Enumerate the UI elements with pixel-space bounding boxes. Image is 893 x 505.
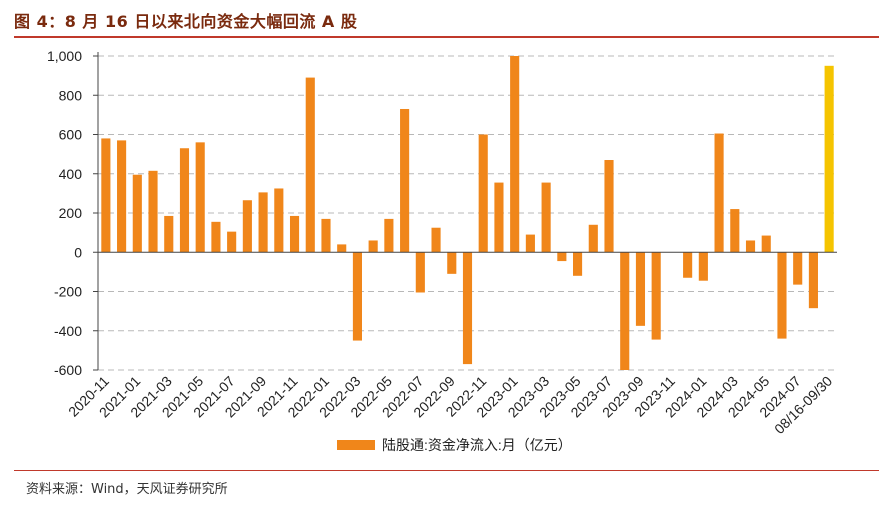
y-tick-label: 400 (59, 166, 83, 182)
bar (305, 77, 315, 253)
bar (793, 252, 803, 285)
bar (714, 133, 724, 253)
y-tick-label: 800 (59, 87, 83, 103)
bar (400, 108, 410, 253)
y-tick-label: 200 (59, 205, 83, 221)
legend: 陆股通:资金净流入:月（亿元） (337, 437, 572, 453)
bar (384, 218, 394, 253)
bar (494, 182, 504, 253)
bar (604, 160, 614, 253)
bar (337, 244, 347, 253)
bar (808, 252, 818, 309)
bar (730, 209, 740, 253)
bar (117, 140, 127, 253)
title-rule (14, 36, 879, 38)
bar (698, 252, 708, 281)
bar (101, 138, 111, 253)
bar (258, 192, 268, 253)
bar (415, 252, 425, 293)
bar (620, 252, 630, 370)
legend-swatch (337, 440, 375, 450)
bar (573, 252, 583, 276)
bar (761, 235, 771, 253)
bar (431, 227, 441, 253)
bar (683, 252, 693, 278)
bar (462, 252, 473, 365)
figure-title: 图 4：8 月 16 日以来北向资金大幅回流 A 股 (14, 12, 358, 31)
bar (588, 224, 598, 253)
source-rule (14, 470, 879, 471)
y-axis-ticks: 1,000 800 600 400 200 0 -200 -400 -600 (47, 48, 98, 378)
bar (321, 218, 331, 253)
gridlines (98, 55, 837, 371)
bar (777, 252, 787, 339)
bar (745, 240, 756, 253)
y-tick-label: 0 (74, 244, 82, 260)
bar (164, 215, 174, 253)
bar (211, 221, 221, 253)
y-tick-label: -200 (54, 284, 82, 300)
bar (557, 252, 567, 262)
bar (132, 174, 142, 253)
bar (368, 240, 378, 253)
y-tick-label: 1,000 (47, 48, 82, 64)
y-tick-label: 600 (59, 127, 83, 143)
bars (101, 56, 834, 370)
bar (289, 215, 300, 253)
bar-highlight (824, 65, 834, 253)
bar-chart: 1,000 800 600 400 200 0 -200 -400 -600 2020-1120… (47, 48, 837, 453)
y-tick-label: -600 (54, 362, 82, 378)
source-note: 资料来源：Wind，天风证券研究所 (26, 482, 228, 497)
bar (525, 234, 535, 253)
bar (227, 231, 237, 253)
bar (447, 252, 457, 274)
bar (195, 142, 205, 253)
x-axis-ticks: 2020-112021-012021-032021-052021-072021-… (65, 373, 835, 437)
bar (651, 252, 661, 340)
bar (179, 148, 190, 253)
y-tick-label: -400 (54, 323, 82, 339)
bar (352, 252, 362, 341)
bar (148, 170, 158, 253)
bar (635, 252, 646, 326)
legend-label: 陆股通:资金净流入:月（亿元） (382, 437, 572, 453)
bar (242, 200, 252, 253)
bar (274, 188, 284, 253)
bar (510, 56, 520, 253)
bar (541, 182, 551, 253)
bar (478, 134, 488, 253)
